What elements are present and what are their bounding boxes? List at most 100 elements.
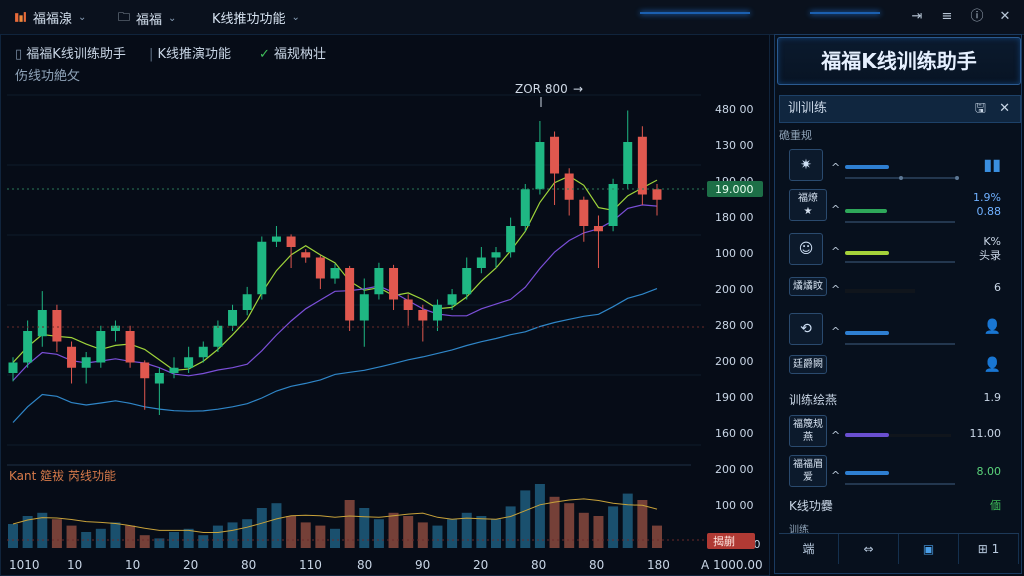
row-value: 6 — [994, 281, 1001, 294]
price-tick-label: 130 00 — [715, 139, 754, 152]
candle-body — [110, 325, 120, 331]
volume-bar — [286, 516, 297, 548]
candle-body — [23, 331, 33, 363]
small-label: 训练 — [789, 525, 809, 536]
volume-ma-line — [12, 498, 658, 533]
menu-label: 福福湶 — [33, 12, 73, 27]
subheader-item-3[interactable]: ✓ 福规枘壮 — [259, 43, 326, 62]
candle-body — [81, 357, 91, 368]
panel-row-2[interactable]: 福燎 ★ ^ 1.9% 0.88 — [779, 187, 1019, 223]
candle-body — [389, 268, 399, 300]
slider-track[interactable] — [845, 221, 955, 223]
panel-row-5[interactable]: ⟲ ^ 👤 — [779, 311, 1019, 345]
candle-body — [140, 362, 150, 379]
candle-body — [213, 325, 223, 347]
candle-body — [198, 346, 208, 358]
feature-menu[interactable]: K线推功功能 ⌄ — [212, 8, 300, 27]
subheader-label: 伤线功絶攵 — [15, 69, 81, 84]
volume-bar — [373, 519, 384, 548]
candle-body — [418, 310, 428, 321]
subheader-item-2[interactable]: | K线推演功能 — [149, 47, 232, 62]
folder-menu[interactable]: 🗀 福福 ⌄ — [118, 8, 176, 29]
candlestick-chart[interactable]: 480 00 130 00 190 00 180 00 100 00 200 00 280 … — [1, 35, 769, 575]
candle-body — [169, 367, 179, 373]
candle-body — [359, 294, 369, 321]
close-icon[interactable]: ✕ — [999, 9, 1011, 24]
panel-row-3[interactable]: ☺ ^ K% 头录 — [779, 231, 1019, 265]
candle-body — [184, 357, 194, 368]
decorative-line — [810, 12, 880, 14]
volume-bar — [271, 503, 282, 548]
subheader-label: 福福K线训练助手 — [26, 47, 126, 62]
volume-bar — [476, 516, 487, 548]
slider-track[interactable] — [845, 483, 955, 485]
candle-body — [550, 136, 560, 174]
candle-body — [96, 331, 106, 363]
candle-body — [579, 199, 589, 226]
candle-body — [67, 346, 77, 368]
candle-body — [520, 189, 530, 226]
exit-icon[interactable]: ⇥ — [911, 9, 923, 24]
candle-body — [257, 241, 267, 295]
candle-body — [301, 252, 311, 258]
candle-body — [271, 236, 281, 242]
volume-bar — [315, 525, 326, 548]
tab-2[interactable]: ⇔ — [839, 534, 899, 564]
price-tick-label: 200 00 — [715, 355, 754, 368]
volume-bar — [212, 525, 223, 548]
volume-bar — [139, 535, 150, 548]
slider-track[interactable] — [845, 343, 955, 345]
slider-track[interactable] — [845, 289, 915, 293]
save-icon[interactable]: 🖫 — [974, 101, 986, 116]
level-bar — [845, 433, 889, 437]
volume-bar — [66, 525, 77, 548]
panel-row-7[interactable]: 福篾规 燕 ^ 11.00 — [779, 415, 1019, 449]
subheader-item-1[interactable]: ▯ 福福K线训练助手 — [15, 43, 126, 62]
slider-track[interactable] — [845, 261, 955, 263]
volume-bar — [593, 516, 604, 548]
volume-bar — [652, 525, 662, 548]
time-tick-label: 10 — [125, 558, 140, 572]
panel-header: 训训练 🖫 ✕ — [779, 95, 1021, 123]
row-label-box: 福福眉 爱 — [789, 455, 827, 487]
volume-bar — [81, 532, 92, 548]
tab-4[interactable]: ⊞ 1 — [959, 534, 1019, 564]
info-icon[interactable]: ⓘ — [970, 9, 984, 24]
chart-area: ▯ 福福K线训练助手 | K线推演功能 ✓ 福规枘壮 伤线功絶攵 480 00 1… — [0, 34, 770, 576]
panel-row-1[interactable]: ✷ ^ ▮▮ — [779, 147, 1019, 181]
volume-bar — [491, 519, 501, 548]
row-value: K% 头录 — [979, 235, 1001, 262]
candle-body — [52, 310, 62, 342]
chevron-up-icon: ^ — [831, 325, 841, 338]
candle-body — [286, 236, 296, 247]
app-logo-icon — [15, 12, 26, 22]
tab-3[interactable]: ▣ — [899, 534, 959, 564]
panel-row-8[interactable]: 福福眉 爱 ^ 8.00 — [779, 455, 1019, 489]
close-icon[interactable]: ✕ — [999, 101, 1010, 116]
candle-body — [637, 136, 647, 195]
candle-body — [125, 331, 135, 363]
chevron-up-icon: ^ — [831, 469, 841, 482]
volume-bar — [22, 516, 33, 548]
menu-icon[interactable]: ≡ — [941, 9, 953, 24]
volume-bar — [608, 506, 619, 548]
train-row: 训练绘燕 1.9 — [779, 391, 1019, 411]
panel-section-label: 硊重规 — [779, 129, 812, 142]
face-icon: ☺ — [789, 233, 823, 265]
volume-bar — [359, 508, 370, 548]
tab-1[interactable]: 端 — [779, 534, 839, 564]
app-menu[interactable]: 福福湶 ⌄ — [14, 8, 86, 27]
k-row: K线功爨 偭 — [779, 497, 1019, 517]
candle-body — [476, 257, 486, 268]
candle-body — [608, 184, 618, 226]
volume-bar — [125, 525, 136, 548]
panel-row-6[interactable]: 廷爵闕 👤 — [779, 355, 1019, 379]
slider-track[interactable] — [889, 434, 951, 437]
row-label: 福燎 ★ — [798, 193, 818, 217]
volume-bar — [37, 512, 48, 548]
candle-body — [535, 142, 545, 190]
candle-body — [623, 142, 633, 184]
volume-bar — [300, 522, 311, 548]
sparkle-icon: ✷ — [789, 149, 823, 181]
panel-row-4[interactable]: 燏燏盿 ^ 6 — [779, 275, 1019, 299]
